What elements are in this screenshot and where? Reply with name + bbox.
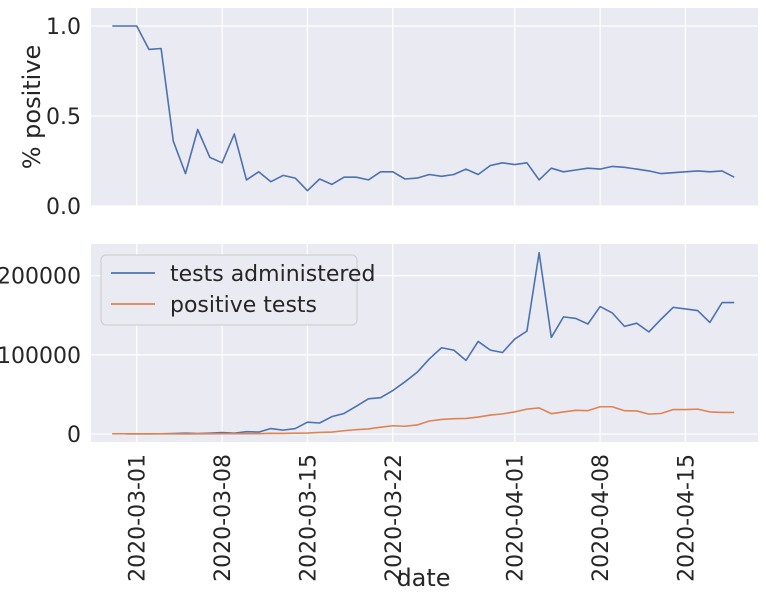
legend-label-positive-tests: positive tests: [170, 293, 317, 318]
bottom-x-tick-label: 2020-03-01: [126, 454, 151, 582]
top-plot-background: [91, 8, 758, 206]
legend-label-tests-administered: tests administered: [170, 262, 375, 287]
bottom-y-tick-label: 200000: [0, 265, 81, 290]
bottom-x-tick-label: 2020-03-15: [296, 454, 321, 582]
top-chart-positive-rate: 0.0 0.5 1.0% positive: [18, 8, 758, 220]
bottom-x-tick-label: 2020-04-15: [674, 454, 699, 582]
bottom-x-tick-label: 2020-04-01: [504, 454, 529, 582]
bottom-y-tick-label: 0: [67, 423, 81, 448]
legend-box: [100, 254, 358, 326]
bottom-y-tick-label: 100000: [0, 344, 81, 369]
bottom-chart-test-counts: 0 100000 200000 2020-03-01 2020-03-08 2020-03…: [0, 244, 758, 592]
top-y-axis-label: % positive: [18, 45, 46, 170]
bottom-series-line-positive-tests: [112, 405, 735, 435]
bottom-series-line-tests-administered: [112, 251, 735, 435]
top-y-tick-label: 0.0: [46, 195, 81, 220]
bottom-x-axis-label: date: [396, 564, 450, 592]
top-y-tick-label: 0.5: [46, 105, 81, 130]
bottom-x-tick-label: 2020-04-08: [589, 454, 614, 582]
bottom-legend: tests administered positive tests: [100, 254, 375, 326]
top-series-line-0: [112, 25, 735, 192]
bottom-x-tick-label: 2020-03-08: [211, 454, 236, 582]
bottom-x-tick-label: 2020-03-22: [382, 454, 407, 582]
top-y-tick-label: 1.0: [46, 15, 81, 40]
